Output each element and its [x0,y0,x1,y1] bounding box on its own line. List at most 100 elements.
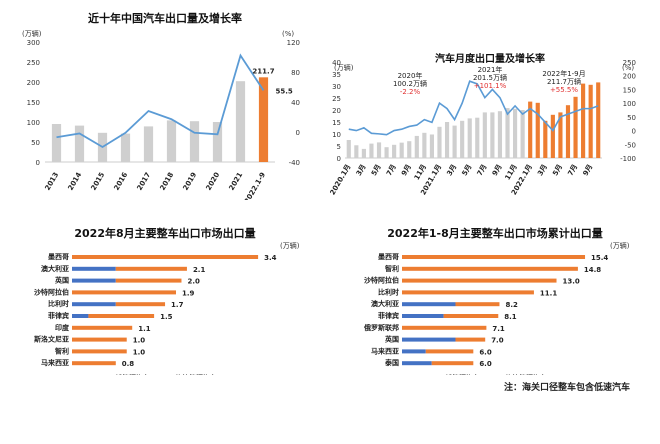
data-label: 8.1 [504,313,517,321]
right-unit: (%) [282,30,294,38]
left-unit: (万辆) [22,29,42,38]
bar-ev [72,314,89,318]
left-tick-label: 50 [31,139,40,147]
left-tick-label: 10 [332,131,341,139]
data-label: 7.0 [491,337,504,345]
left-tick-label: 30 [332,83,341,91]
data-label: 1.9 [182,289,195,297]
bar-ice [431,361,474,366]
right-tick-label: 0 [296,129,300,137]
bar [399,142,404,158]
left-tick-label: 0 [337,155,341,163]
right-tick-label: 250 [623,59,636,67]
bar [258,77,269,162]
annotation-text: +55.5% [550,86,578,94]
bar-ice [455,302,500,307]
annotation-text: 100.2万辆 [393,79,427,88]
data-label: 6.0 [479,360,492,368]
chart-ytd-markets: 2022年1-8月主要整车出口市场累计出口量 (万辆) 墨西哥 15.4 智利 14.8 沙… [363,226,630,375]
bar-ice [88,314,155,318]
chart-title: 近十年中国汽车出口量及增长率 [88,11,242,25]
data-label: 1.7 [171,301,184,309]
legend-label: 新能源汽车 [445,373,480,375]
data-label: 1.1 [138,325,151,333]
annotation-text: 201.5万辆 [473,73,507,82]
chart-title: 2022年8月主要整车出口市场出口量 [74,226,255,240]
bar [369,143,374,158]
data-label: 1.5 [160,313,173,321]
bar-ev [402,302,456,307]
bar [120,133,131,162]
chart-monthly-exports: 汽车月度出口量及增长率 (万辆) (%) 0 5 10 15 20 25 30 35 40 -100 -5… [330,52,636,196]
data-label: 6.0 [479,348,492,356]
category-label: 印度 [55,323,70,332]
data-label: 15.4 [591,254,608,262]
right-tick-label: 40 [291,99,300,107]
x-tick-label: 9月 [582,163,595,177]
left-tick-label: 100 [27,119,40,127]
data-label: 14.8 [584,266,601,274]
left-unit: (万辆) [334,63,354,72]
bar [74,125,85,162]
bar [505,108,510,158]
annotation-text: +101.1% [474,82,507,90]
bar [414,135,419,158]
data-label: 13.0 [563,278,580,286]
growth-line [56,53,265,149]
bar-ice [72,325,133,330]
x-tick-label: 5月 [461,163,474,177]
bar [407,141,412,158]
x-tick-label: 2015 [90,171,107,192]
bar [467,118,472,158]
category-label: 英国 [384,335,399,344]
bar-ice [72,255,259,259]
bar [429,134,435,158]
right-tick-label: 50 [627,114,636,122]
left-tick-label: 35 [332,71,341,79]
category-label: 智利 [55,346,69,355]
data-label: 8.2 [505,301,518,309]
bar-ice [115,266,187,271]
x-tick-label: 2013 [44,171,61,192]
category-label: 马来西亚 [371,346,399,355]
bar [422,132,427,158]
bar-ice [72,337,127,342]
bar [581,83,586,158]
category-label: 墨西哥 [378,252,399,261]
x-tick-label: 7月 [566,163,579,177]
bar-ice [402,266,578,271]
data-label: 0.8 [122,360,135,368]
data-label: 3.4 [264,254,277,262]
annotation-text: -2.2% [400,88,421,96]
category-label: 马来西亚 [41,358,69,367]
bar [452,125,457,158]
category-label: 墨西哥 [48,252,69,261]
x-tick-label: 11月 [413,163,428,182]
bar-ice [115,278,182,283]
annotation-text: 211.7万辆 [547,77,581,86]
left-tick-label: 300 [27,39,40,47]
bar [361,148,366,158]
x-tick-label: 7月 [476,163,489,177]
bar [384,147,389,158]
right-tick-label: 120 [287,39,300,47]
right-tick-label: -40 [289,159,300,167]
bar-ice [402,325,487,330]
data-label: 1.0 [133,337,146,345]
bar-ev [72,278,116,283]
bar-ice [72,290,176,295]
x-tick-label: 2020 [205,171,222,192]
chart-title: 汽车月度出口量及增长率 [435,52,545,65]
right-tick-label: -100 [620,155,636,163]
left-tick-label: 20 [332,107,341,115]
x-tick-label: 2019 [182,171,199,192]
footnote: 注：海关口径整车包含低速汽车 [503,383,630,393]
x-tick-label: 9月 [491,163,504,177]
category-label: 沙特阿拉伯 [34,287,69,296]
bar-ev [402,349,426,354]
annotation-text: 2020年 [398,71,423,80]
bar [143,126,154,162]
x-tick-label: 11月 [504,163,519,182]
bar [543,120,548,158]
bar [376,142,382,158]
